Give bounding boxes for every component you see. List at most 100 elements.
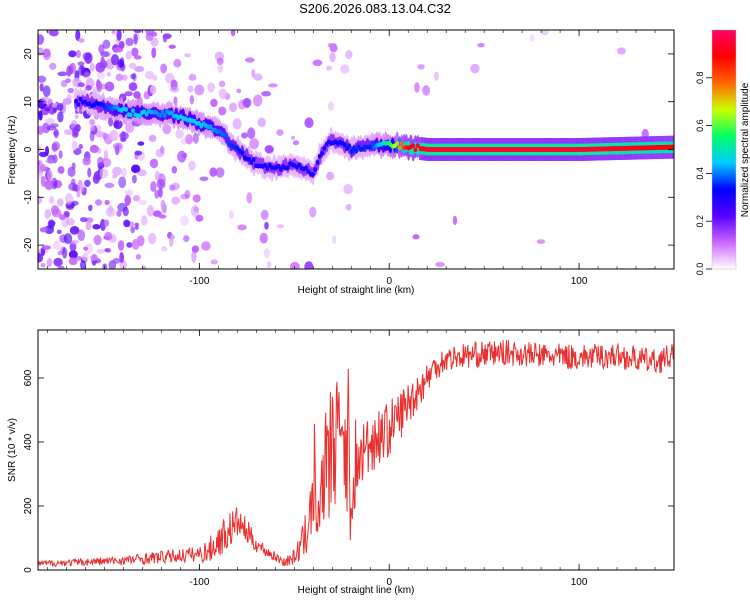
spectrogram-ridge-core xyxy=(557,147,562,152)
spectrogram-noise-blob xyxy=(304,117,314,129)
spectrogram-noise-blob xyxy=(85,220,92,231)
spectrogram-noise-blob xyxy=(124,194,131,207)
snr-xlabel: Height of straight line (km) xyxy=(298,585,415,596)
spectrogram-ridge-core xyxy=(516,147,521,152)
spectrogram-noise-blob xyxy=(38,125,44,135)
spectrogram-ridge-core xyxy=(462,147,467,152)
spectrogram-ridge-core xyxy=(526,147,530,152)
spectrogram-ridge-core xyxy=(601,146,606,152)
spectrogram-ridge-core xyxy=(128,112,133,118)
spectrogram-noise-blob xyxy=(327,101,335,111)
spectrogram-noise-blob xyxy=(188,73,197,81)
spectrogram-ridge-core xyxy=(208,124,213,130)
spectrogram-noise-blob xyxy=(218,106,227,116)
spectrogram-ridge-core xyxy=(354,148,359,154)
spectrogram-ridge-core xyxy=(469,147,473,152)
spectrogram-noise-blob xyxy=(53,130,59,136)
spectrogram-noise-blob xyxy=(312,59,323,67)
spectrogram-ridge-core xyxy=(576,147,580,152)
spectrogram-noise-blob xyxy=(237,224,247,231)
spectrogram-noise-blob xyxy=(97,156,104,167)
spectrogram-noise-blob xyxy=(434,71,439,81)
spectrogram-noise-blob xyxy=(95,130,104,138)
spectrogram-noise-blob xyxy=(470,63,480,74)
snr-series-line xyxy=(38,340,674,568)
spectrogram-noise-blob xyxy=(89,144,99,154)
spectrogram-noise-blob xyxy=(66,217,75,226)
spectrogram-noise-blob xyxy=(89,124,95,132)
spectrogram-ridge-core xyxy=(658,145,662,150)
spectrogram-noise-blob xyxy=(56,229,62,235)
snr-frame xyxy=(37,329,675,571)
spectrogram-ridge-core xyxy=(564,147,569,152)
spectrogram-noise-blob xyxy=(104,182,115,189)
spectrogram-noise-blob xyxy=(78,65,86,76)
spectrogram-noise-blob xyxy=(69,241,77,252)
spectrogram-noise-blob xyxy=(44,209,51,219)
spectrogram-noise-blob xyxy=(422,85,431,96)
spectrogram-ridge-core xyxy=(276,163,281,169)
spectrogram-noise-blob xyxy=(190,205,199,217)
spectrogram-ridge-core xyxy=(249,160,254,165)
snr-x-tick-label: -100 xyxy=(189,577,209,588)
spectrogram-ridge-core xyxy=(478,147,482,152)
spectrogram-noise-blob xyxy=(155,148,165,158)
spectrogram-noise-blob xyxy=(77,61,85,66)
spectrogram-noise-blob xyxy=(69,225,80,235)
spectrogram-noise-blob xyxy=(188,160,196,171)
spectrogram-noise-blob xyxy=(249,138,260,150)
spectrogram-ridge-core xyxy=(530,147,535,152)
spectrogram-noise-blob xyxy=(111,30,116,35)
spectrogram-ridge-core xyxy=(313,167,318,172)
spectrogram-noise-blob xyxy=(123,219,131,228)
spectrogram-noise-blob xyxy=(83,71,91,79)
spectrogram-noise-blob xyxy=(158,187,163,198)
spectrogram-ridge-core xyxy=(578,147,583,152)
spectrogram-ridge-core xyxy=(464,147,469,152)
spectrogram-ridge-core xyxy=(367,144,372,150)
spectrogram-noise-blob xyxy=(77,82,85,88)
spectrogram-ridge-core xyxy=(583,146,587,152)
spectrogram-noise-blob xyxy=(124,189,134,197)
spectrogram-noise-blob xyxy=(79,217,88,223)
spectrogram-ridge-core xyxy=(475,147,480,152)
spectrogram-noise-blob xyxy=(96,80,103,93)
spectrogram-noise-blob xyxy=(218,88,228,98)
spectrogram-noise-blob xyxy=(68,50,77,58)
spectrogram-ridge-core xyxy=(450,147,455,152)
spectrogram-ridge-core xyxy=(446,147,451,152)
spectrogram-ridge-core xyxy=(240,150,245,156)
spectrogram-ridge-core xyxy=(485,147,489,152)
spectrogram-noise-blob xyxy=(189,95,195,105)
spectrogram-noise-blob xyxy=(51,142,58,152)
spectrogram-ridge-core xyxy=(637,145,642,151)
spectrogram-noise-blob xyxy=(536,239,546,244)
spectrogram-ridge-core xyxy=(612,146,617,152)
spectrogram-ridge-core xyxy=(489,147,494,152)
spectrogram-noise-blob xyxy=(77,182,85,193)
spectrogram-noise-blob xyxy=(154,189,160,199)
spectrogram-ridge-core xyxy=(594,146,599,152)
spectrogram-noise-blob xyxy=(38,110,43,121)
spectrogram-ridge-core xyxy=(370,141,375,147)
spectrogram-noise-blob xyxy=(345,203,352,211)
spectrogram-ridge-core xyxy=(76,102,81,107)
spectrogram-noise-blob xyxy=(68,257,78,266)
spectrogram-noise-blob xyxy=(125,50,132,60)
spectrogram-ridge-core xyxy=(137,113,142,119)
spectrogram-ridge-core xyxy=(662,144,667,150)
spectrogram-noise-blob xyxy=(68,250,78,259)
spectrogram-noise-blob xyxy=(124,91,133,97)
spectrogram-noise-blob xyxy=(134,55,142,60)
colorbar-tick-label: 0.2 xyxy=(695,215,705,228)
spectrogram-noise-blob xyxy=(65,193,74,205)
spectrogram-noise-blob xyxy=(87,167,92,178)
snr-panel: -100 0 100 0 200 400 600 Height of straight li… xyxy=(7,329,675,596)
spectrogram-noise-blob xyxy=(236,88,242,94)
spectrogram-noise-blob xyxy=(150,181,157,192)
spectrogram-noise-blob xyxy=(264,145,274,154)
spectrogram-noise-blob xyxy=(184,53,192,58)
spectrogram-noise-blob xyxy=(108,204,113,214)
spectrogram-noise-blob xyxy=(260,209,269,221)
spectrogram-noise-blob xyxy=(292,140,300,146)
